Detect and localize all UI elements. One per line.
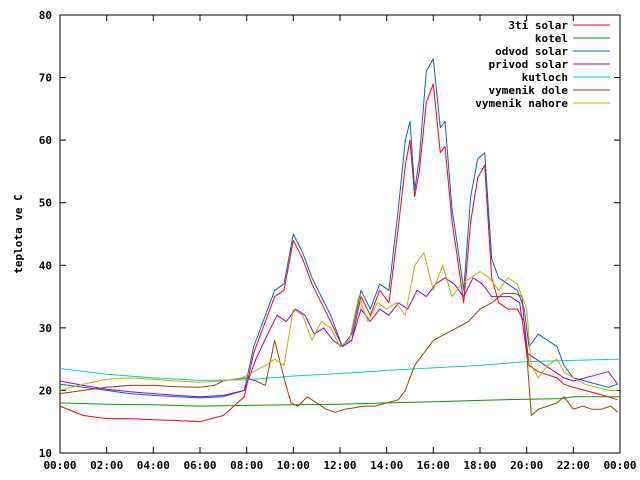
y-tick-label: 70 [39, 72, 52, 85]
y-tick-label: 30 [39, 322, 52, 335]
legend-label: vymenik nahore [475, 97, 568, 110]
legend-label: 3ti solar [508, 19, 568, 32]
x-tick-label: 12:00 [323, 459, 356, 472]
y-tick-label: 60 [39, 134, 52, 147]
x-tick-label: 00:00 [43, 459, 76, 472]
series-line-0 [59, 83, 618, 423]
y-tick-label: 50 [39, 197, 52, 210]
y-tick-label: 40 [39, 259, 52, 272]
x-tick-label: 18:00 [463, 459, 496, 472]
x-tick-label: 02:00 [90, 459, 123, 472]
x-tick-label: 16:00 [417, 459, 450, 472]
x-tick-label: 10:00 [277, 459, 310, 472]
y-axis-ticks: 10 20 30 40 50 60 70 80 [39, 9, 620, 460]
x-tick-label: 08:00 [230, 459, 263, 472]
series-line-3 [59, 277, 619, 398]
series-line-4 [59, 358, 621, 381]
series-layer [59, 58, 621, 423]
legend-label: vymenik dole [489, 84, 569, 97]
legend-label: kutloch [522, 71, 568, 84]
y-tick-label: 20 [39, 384, 52, 397]
y-axis-label: teplota ve C [12, 194, 25, 273]
x-tick-label: 22:00 [557, 459, 590, 472]
x-tick-label: 14:00 [370, 459, 403, 472]
series-line-2 [59, 58, 618, 399]
legend-label: kotel [535, 32, 568, 45]
x-tick-label: 04:00 [137, 459, 170, 472]
x-tick-label: 06:00 [183, 459, 216, 472]
legend-label: privod solar [489, 58, 569, 71]
series-line-6 [59, 252, 618, 391]
y-tick-label: 10 [39, 447, 52, 460]
x-axis-ticks: 00:00 02:00 04:00 06:00 08:00 10:00 12:00 14:00… [43, 15, 637, 472]
y-tick-label: 80 [39, 9, 52, 22]
legend-label: odvod solar [495, 45, 568, 58]
x-tick-label: 00:00 [603, 459, 636, 472]
x-tick-label: 20:00 [510, 459, 543, 472]
